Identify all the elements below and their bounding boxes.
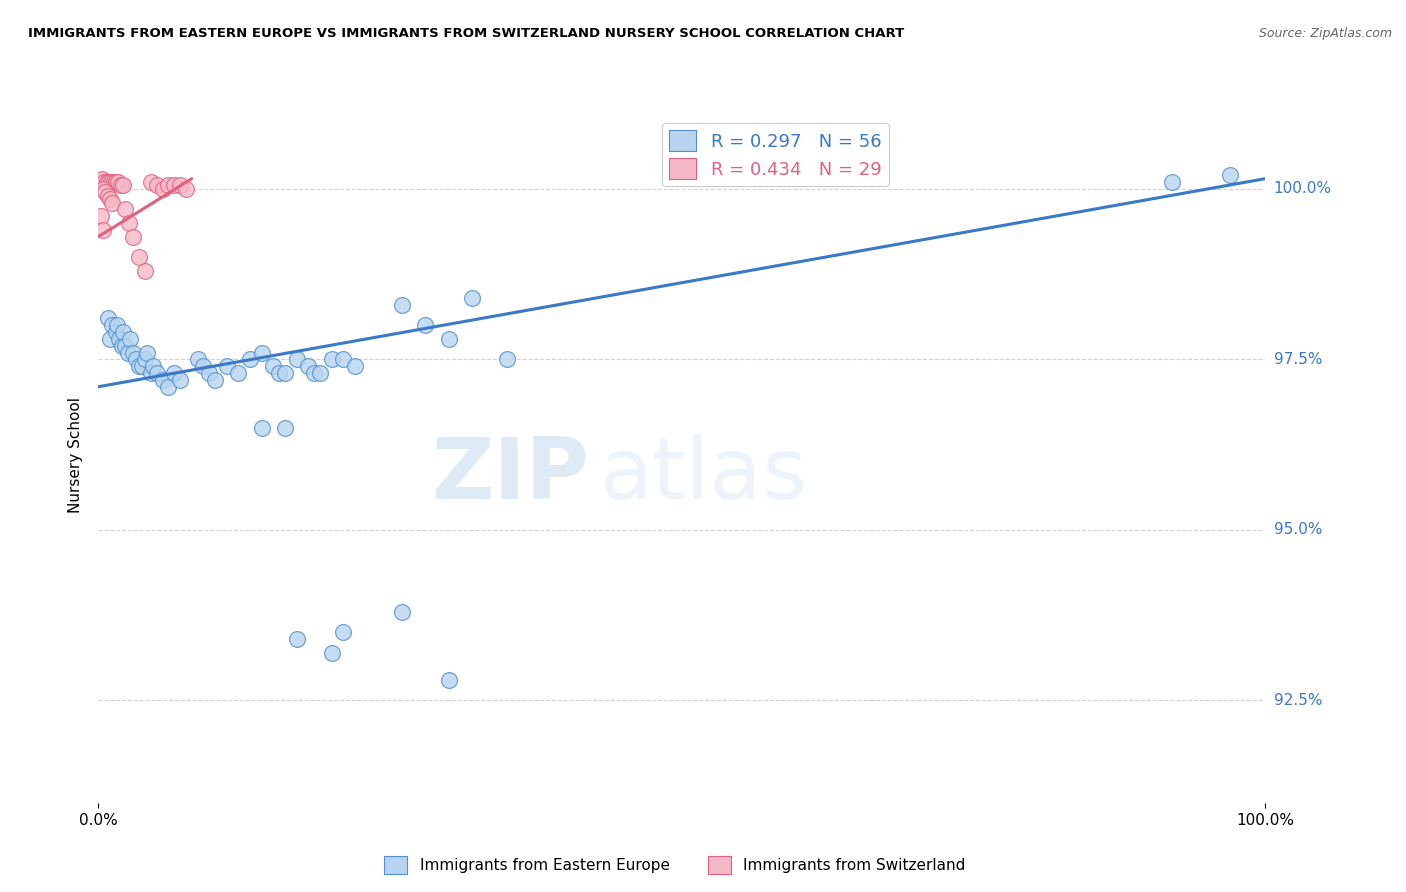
Point (125, 352, 148, 367)
Point (152, 182, 174, 196)
Point (118, 216, 141, 230)
Point (91, 182, 114, 196)
Point (437, 332, 460, 346)
Point (169, 373, 191, 387)
Point (193, 359, 215, 374)
Point (118, 332, 141, 346)
Text: ZIP: ZIP (430, 434, 589, 517)
Text: atlas: atlas (600, 434, 808, 517)
Point (104, 175, 127, 189)
Point (111, 339, 134, 353)
Point (111, 325, 134, 339)
Point (142, 359, 165, 374)
Point (157, 178, 180, 193)
Text: 92.5%: 92.5% (1274, 693, 1322, 708)
Point (332, 625, 354, 640)
Point (114, 202, 136, 217)
Point (117, 345, 139, 359)
Point (94, 186, 117, 200)
Point (198, 366, 221, 380)
Point (100, 175, 122, 189)
Point (128, 250, 150, 264)
Point (262, 359, 284, 374)
Point (146, 366, 169, 380)
Point (134, 352, 156, 367)
Point (321, 352, 343, 367)
Point (93, 175, 115, 189)
Point (274, 366, 297, 380)
Point (239, 352, 262, 367)
Point (174, 182, 197, 196)
Point (97, 311, 120, 326)
Text: 97.5%: 97.5% (1274, 352, 1322, 367)
Point (101, 195, 124, 210)
Point (122, 229, 145, 244)
Point (136, 345, 159, 359)
Point (139, 175, 162, 189)
Point (413, 318, 436, 333)
Point (97, 175, 120, 189)
Point (391, 298, 413, 312)
Point (105, 318, 128, 333)
Y-axis label: Nursery School: Nursery School (67, 397, 83, 513)
Legend: R = 0.297   N = 56, R = 0.434   N = 29: R = 0.297 N = 56, R = 0.434 N = 29 (662, 123, 889, 186)
Point (304, 366, 326, 380)
Point (495, 352, 517, 367)
Point (461, 291, 484, 305)
Point (96, 175, 118, 189)
Point (187, 352, 209, 367)
Point (163, 366, 186, 380)
Point (139, 366, 162, 380)
Point (391, 605, 413, 619)
Point (215, 359, 238, 374)
Point (274, 420, 297, 434)
Point (269, 366, 291, 380)
Point (321, 646, 343, 660)
Point (90, 171, 112, 186)
Point (163, 178, 186, 193)
Point (1161, 175, 1184, 189)
Point (309, 366, 332, 380)
Point (90, 209, 112, 223)
Text: IMMIGRANTS FROM EASTERN EUROPE VS IMMIGRANTS FROM SWITZERLAND NURSERY SCHOOL COR: IMMIGRANTS FROM EASTERN EUROPE VS IMMIGR… (28, 27, 904, 40)
Point (152, 373, 174, 387)
Text: 95.0%: 95.0% (1274, 523, 1322, 538)
Point (103, 175, 125, 189)
Point (114, 339, 136, 353)
Point (157, 380, 180, 394)
Point (250, 420, 273, 434)
Point (297, 359, 319, 374)
Point (98, 332, 121, 346)
Point (110, 178, 132, 193)
Point (98, 192, 121, 206)
Point (131, 359, 153, 374)
Point (250, 345, 273, 359)
Point (285, 352, 308, 367)
Text: Source: ZipAtlas.com: Source: ZipAtlas.com (1258, 27, 1392, 40)
Point (146, 178, 169, 193)
Point (344, 359, 367, 374)
Point (128, 359, 150, 374)
Text: 100.0%: 100.0% (1274, 181, 1331, 196)
Point (1219, 168, 1241, 182)
Point (169, 178, 191, 193)
Point (101, 318, 124, 333)
Point (437, 673, 460, 687)
Point (332, 352, 354, 367)
Point (104, 325, 127, 339)
Point (107, 175, 129, 189)
Point (108, 332, 131, 346)
Point (285, 632, 308, 646)
Point (134, 264, 156, 278)
Point (111, 178, 134, 193)
Legend: Immigrants from Eastern Europe, Immigrants from Switzerland: Immigrants from Eastern Europe, Immigran… (378, 850, 972, 880)
Point (228, 366, 250, 380)
Point (91, 223, 114, 237)
Point (97, 188, 120, 202)
Point (122, 345, 145, 359)
Point (204, 373, 226, 387)
